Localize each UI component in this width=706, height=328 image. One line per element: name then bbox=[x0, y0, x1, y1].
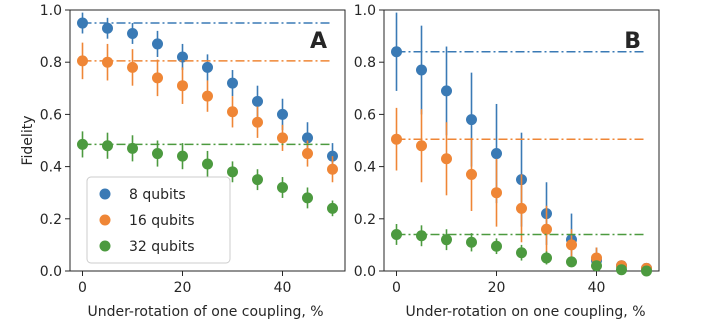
data-point bbox=[491, 240, 502, 252]
x-axis-label: Under-rotation of one coupling, % bbox=[87, 304, 323, 320]
data-point bbox=[466, 114, 477, 126]
data-point bbox=[541, 252, 552, 264]
data-point bbox=[391, 133, 402, 145]
data-point bbox=[277, 108, 288, 120]
data-point bbox=[327, 163, 338, 175]
data-point bbox=[616, 264, 627, 276]
data-point bbox=[227, 77, 238, 89]
data-point bbox=[516, 202, 527, 214]
legend-label: 32 qubits bbox=[129, 239, 195, 255]
legend-marker bbox=[99, 214, 111, 226]
data-point bbox=[491, 187, 502, 199]
data-point bbox=[416, 230, 427, 242]
data-point bbox=[391, 46, 402, 58]
data-point bbox=[277, 132, 288, 144]
y-tick-label: 0.4 bbox=[354, 160, 376, 176]
panel-letter: A bbox=[310, 29, 327, 54]
data-point bbox=[516, 247, 527, 259]
legend-marker bbox=[99, 188, 111, 200]
data-point bbox=[177, 51, 188, 63]
x-axis-label: Under-rotation on one coupling, % bbox=[405, 304, 645, 320]
data-point bbox=[127, 142, 138, 154]
x-tick-label: 20 bbox=[488, 280, 506, 296]
y-tick-label: 0.8 bbox=[40, 55, 62, 71]
data-point bbox=[127, 27, 138, 39]
data-point bbox=[416, 140, 427, 152]
data-point bbox=[416, 64, 427, 76]
y-tick-label: 0.6 bbox=[354, 107, 376, 123]
legend: 8 qubits 16 qubits 32 qubits bbox=[86, 176, 231, 264]
data-point bbox=[441, 85, 452, 97]
data-point bbox=[202, 61, 213, 73]
data-point bbox=[391, 228, 402, 240]
legend-box bbox=[86, 176, 231, 264]
data-point bbox=[566, 239, 577, 251]
data-point bbox=[441, 153, 452, 165]
y-axis-label: Fidelity bbox=[20, 116, 36, 166]
data-point bbox=[152, 148, 163, 160]
data-point bbox=[102, 56, 113, 68]
y-tick-label: 1.0 bbox=[354, 3, 376, 19]
series-16-qubits bbox=[391, 107, 652, 274]
y-tick-label: 1.0 bbox=[40, 3, 62, 19]
x-tick-label: 40 bbox=[588, 280, 606, 296]
data-point bbox=[327, 202, 338, 214]
data-point bbox=[591, 252, 602, 264]
data-point bbox=[302, 132, 313, 144]
series-8-qubits bbox=[77, 12, 338, 170]
panel-letter: B bbox=[624, 29, 641, 54]
y-tick-label: 0.0 bbox=[354, 264, 376, 280]
series-16-qubits bbox=[77, 42, 338, 183]
x-tick-label: 20 bbox=[174, 280, 192, 296]
series-32-qubits bbox=[77, 131, 338, 217]
data-point bbox=[466, 168, 477, 180]
legend-label: 16 qubits bbox=[129, 213, 195, 229]
panel-b: 0.0 0.2 0.4 0.6 0.8 1.0 0 20 40 Under-rotation on… bbox=[354, 3, 660, 320]
y-tick-label: 0.2 bbox=[40, 212, 62, 228]
data-point bbox=[152, 38, 163, 50]
series-32-qubits bbox=[391, 224, 652, 277]
data-point bbox=[252, 95, 263, 107]
plot-frame bbox=[69, 9, 346, 272]
data-point bbox=[127, 61, 138, 73]
data-point bbox=[202, 90, 213, 102]
data-point bbox=[177, 80, 188, 92]
data-point bbox=[541, 223, 552, 235]
data-point bbox=[641, 265, 652, 277]
y-tick-label: 0.2 bbox=[354, 212, 376, 228]
legend-marker bbox=[99, 240, 111, 252]
data-point bbox=[302, 148, 313, 160]
data-point bbox=[227, 166, 238, 178]
data-point bbox=[302, 192, 313, 204]
data-point bbox=[177, 150, 188, 162]
data-point bbox=[466, 236, 477, 248]
data-point bbox=[491, 148, 502, 160]
data-point bbox=[202, 158, 213, 170]
y-tick-label: 0.8 bbox=[354, 55, 376, 71]
x-tick-label: 0 bbox=[392, 280, 401, 296]
x-tick-label: 40 bbox=[274, 280, 292, 296]
y-tick-label: 0.0 bbox=[40, 264, 62, 280]
data-point bbox=[566, 256, 577, 268]
data-point bbox=[252, 174, 263, 186]
data-point bbox=[252, 116, 263, 128]
data-point bbox=[277, 181, 288, 193]
y-tick-label: 0.4 bbox=[40, 160, 62, 176]
data-point bbox=[77, 55, 88, 67]
data-point bbox=[152, 72, 163, 84]
data-point bbox=[102, 22, 113, 34]
y-tick-label: 0.6 bbox=[40, 107, 62, 123]
data-point bbox=[227, 106, 238, 118]
data-point bbox=[591, 260, 602, 272]
data-point bbox=[77, 17, 88, 29]
plot-frame bbox=[383, 9, 660, 272]
legend-label: 8 qubits bbox=[129, 187, 186, 203]
data-point bbox=[441, 234, 452, 246]
data-point bbox=[102, 140, 113, 152]
panel-a: 0.0 0.2 0.4 0.6 0.8 1.0 0 20 40 Under-rotation of… bbox=[20, 3, 346, 320]
x-tick-label: 0 bbox=[78, 280, 87, 296]
data-point bbox=[77, 138, 88, 150]
